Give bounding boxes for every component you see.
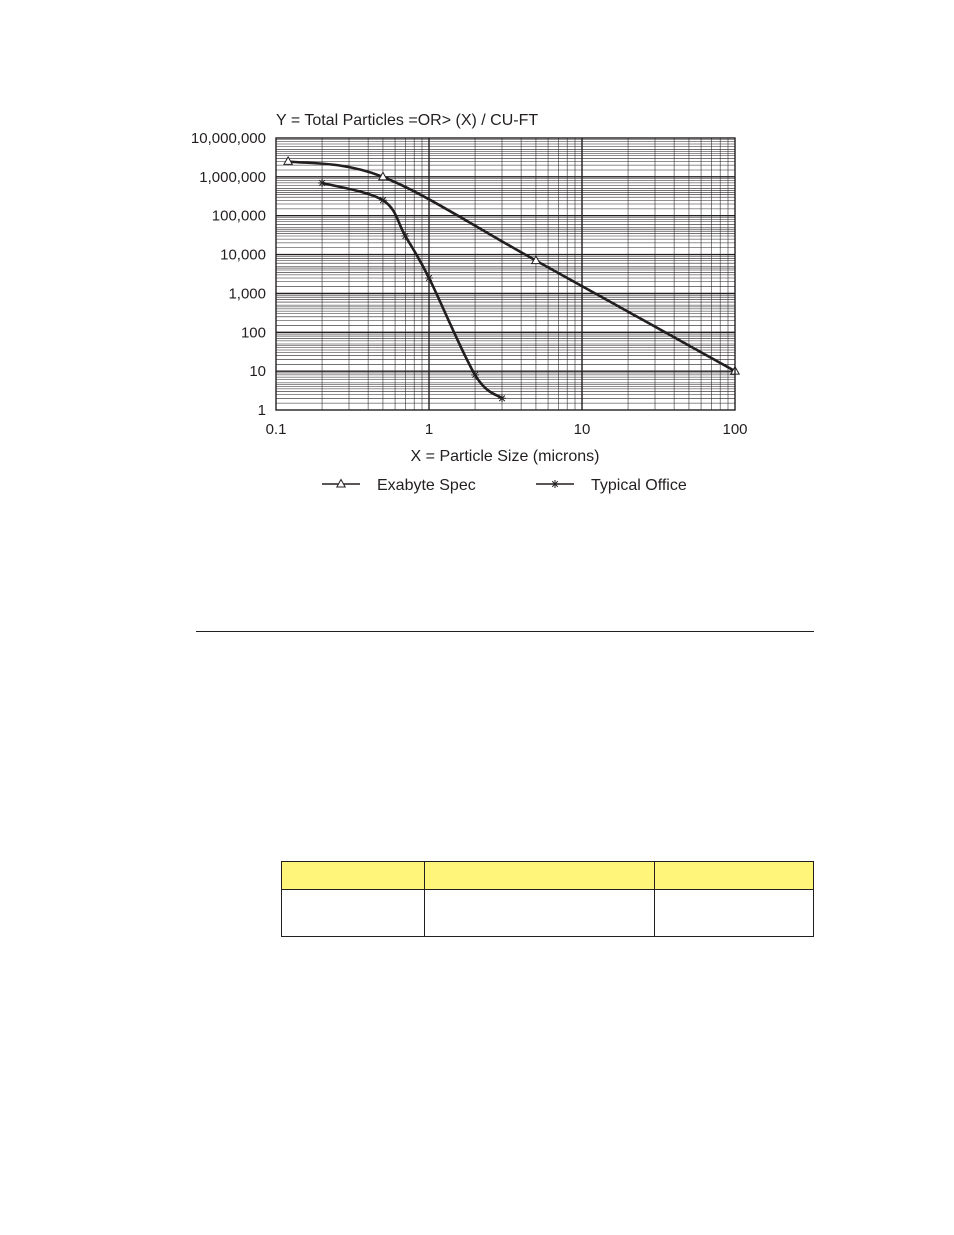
table-header-cell	[281, 861, 425, 890]
x-tick-label: 100	[722, 421, 747, 438]
particle-size-chart: Y = Total Particles =OR> (X) / CU-FT 110…	[191, 112, 748, 494]
y-tick-label: 10	[249, 363, 266, 380]
y-tick-label: 100,000	[212, 208, 266, 225]
y-tick-label: 1,000,000	[199, 169, 266, 186]
plot-frame	[275, 137, 736, 411]
spec-table	[281, 861, 814, 937]
x-axis-label: X = Particle Size (microns)	[411, 448, 600, 465]
data-point-marker	[377, 171, 388, 181]
table-cell	[424, 889, 655, 937]
legend-swatch-marker	[335, 478, 347, 488]
legend-swatch-marker	[551, 480, 559, 488]
data-point-marker	[530, 255, 541, 265]
table-cell	[654, 889, 814, 937]
table-header-row	[281, 861, 814, 890]
table-cell	[281, 889, 425, 937]
y-tick-label: 1,000	[228, 285, 266, 302]
x-tick-labels: 0.1 1 10 100	[266, 421, 748, 438]
legend-label: Typical Office	[591, 477, 687, 494]
legend-item: Typical Office	[536, 477, 687, 494]
table-header-cell	[654, 861, 814, 890]
y-tick-label: 10,000	[220, 247, 266, 264]
y-tick-label: 1	[258, 402, 266, 419]
chart-title: Y = Total Particles =OR> (X) / CU-FT	[276, 112, 538, 129]
data-point-marker	[498, 394, 506, 403]
data-point-marker	[378, 196, 387, 205]
x-tick-label: 10	[574, 421, 591, 438]
series-line	[287, 160, 736, 373]
y-tick-label: 100	[241, 324, 266, 341]
legend-item: Exabyte Spec	[322, 477, 476, 494]
chart-legend: Exabyte Spec Typical Office	[322, 477, 687, 494]
chart-series	[283, 155, 741, 403]
data-point-marker	[318, 178, 327, 187]
x-tick-label: 0.1	[266, 421, 287, 438]
horizontal-rule	[196, 631, 814, 632]
data-point-marker	[471, 370, 480, 379]
y-tick-label: 10,000,000	[191, 130, 266, 147]
table-row	[281, 889, 814, 937]
y-tick-labels: 1 10 100 1,000 10,000 100,000 1,000,000 10,000,…	[191, 130, 266, 419]
table-header-cell	[424, 861, 655, 890]
data-point-marker	[283, 155, 294, 165]
series-typical-office	[318, 178, 506, 403]
chart-grid	[276, 138, 735, 410]
data-point-marker	[425, 273, 433, 282]
legend-label: Exabyte Spec	[377, 477, 476, 494]
x-tick-label: 1	[425, 421, 433, 438]
data-point-marker	[401, 232, 410, 241]
